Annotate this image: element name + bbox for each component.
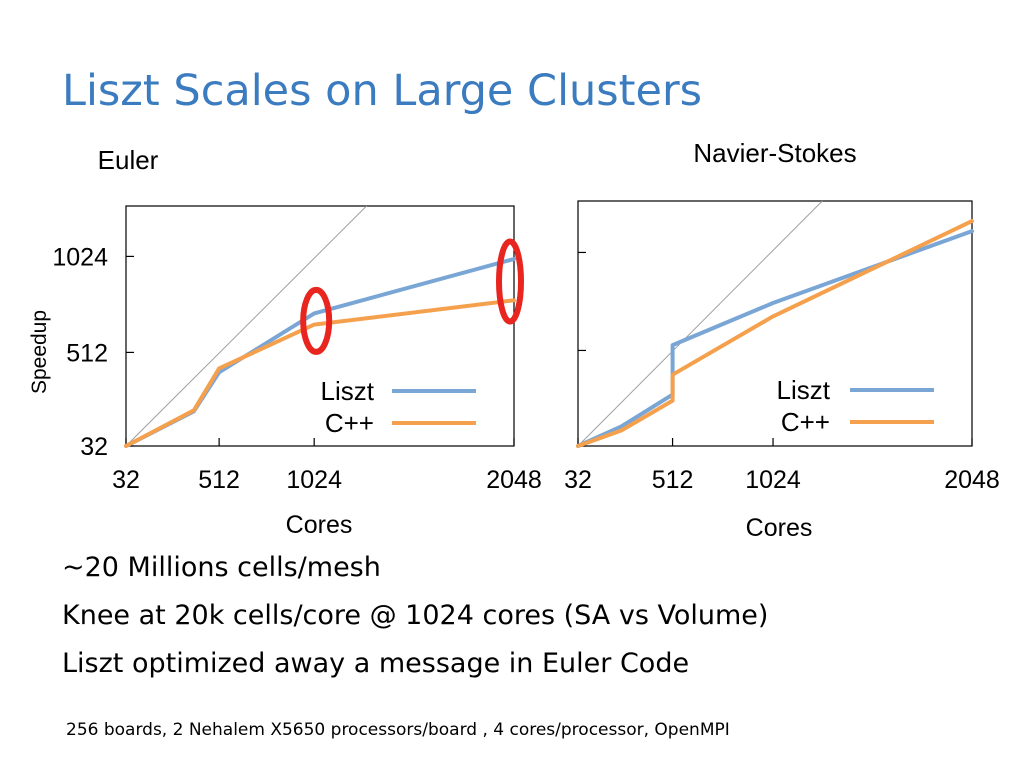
ideal-scaling-line	[577, 200, 823, 447]
x-tick-label: 1024	[286, 466, 342, 494]
bullet-list: ~20 Millions cells/mesh Knee at 20k cell…	[62, 548, 768, 692]
slide-title: Liszt Scales on Large Clusters	[62, 66, 703, 116]
legend-label: C++	[325, 408, 374, 438]
x-tick-label: 512	[198, 466, 240, 494]
chart-title: Euler	[98, 145, 159, 175]
x-tick-label: 2048	[486, 466, 542, 494]
y-tick-label: 512	[66, 339, 108, 367]
bullet-item: ~20 Millions cells/mesh	[62, 552, 381, 583]
legend-label: Liszt	[777, 375, 831, 405]
footnote: 256 boards, 2 Nehalem X5650 processors/b…	[66, 720, 730, 740]
bullet-item: Knee at 20k cells/core @ 1024 cores (SA …	[62, 600, 769, 631]
series-line-cp	[576, 219, 974, 448]
legend-label: C++	[781, 407, 830, 437]
ideal-scaling-line	[125, 205, 367, 447]
y-tick-label: 1024	[52, 243, 108, 271]
highlight-ellipse	[496, 238, 524, 325]
x-tick-label: 2048	[944, 466, 1000, 494]
plot-frame	[577, 200, 973, 447]
plot-frame	[125, 205, 515, 447]
x-tick-label: 32	[564, 466, 592, 494]
x-tick-label: 32	[112, 466, 140, 494]
x-axis-label: Cores	[286, 511, 353, 539]
x-tick-label: 512	[652, 466, 694, 494]
x-axis-label: Cores	[746, 514, 813, 542]
series-line-cp	[124, 298, 516, 448]
series-line-liszt	[576, 229, 974, 448]
bullet-item: Liszt optimized away a message in Euler …	[62, 648, 690, 679]
chart-title: Navier-Stokes	[693, 138, 856, 168]
legend-label: Liszt	[321, 376, 375, 406]
x-tick-label: 1024	[745, 466, 801, 494]
y-axis-label: Speedup	[28, 310, 51, 394]
y-tick-label: 32	[80, 433, 108, 461]
highlight-ellipse	[300, 286, 333, 355]
